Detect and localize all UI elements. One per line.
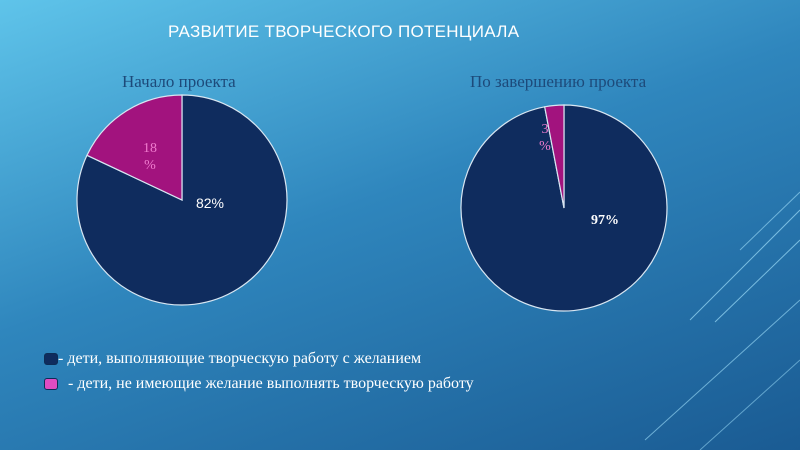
legend-item: - дети, не имеющие желание выполнять тво… xyxy=(44,375,474,393)
pie-data-label-0-1: 18% xyxy=(143,141,157,173)
legend-swatch-dark xyxy=(44,353,58,365)
pie-data-label-1-0: 97% xyxy=(591,213,619,228)
pie-slice-1-1 xyxy=(543,104,565,209)
pie-data-label-0-0: 82% xyxy=(196,195,224,211)
legend-label: - дети, выполняющие творческую работу с … xyxy=(58,350,422,367)
pie-slice-0-1 xyxy=(86,94,183,201)
legend-item: - дети, выполняющие творческую работу с … xyxy=(44,350,421,368)
chart-title-start: Начало проекта xyxy=(122,72,236,91)
pie-data-label-1-1: 3% xyxy=(539,122,551,154)
legend-label: - дети, не имеющие желание выполнять тво… xyxy=(68,375,474,392)
legend-swatch-magenta xyxy=(44,378,58,390)
chart-title-end: По завершению проекта xyxy=(470,72,647,91)
page-title: РАЗВИТИЕ ТВОРЧЕСКОГО ПОТЕНЦИАЛА xyxy=(168,22,520,41)
